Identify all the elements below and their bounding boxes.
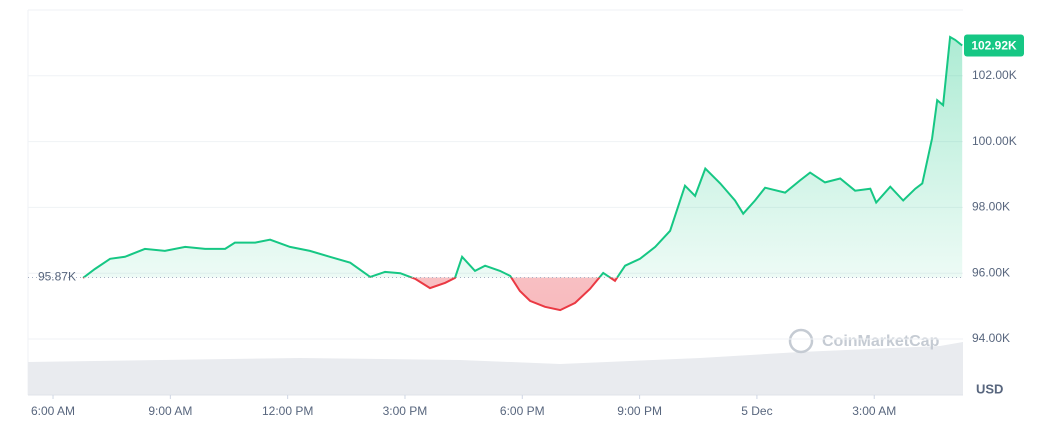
y-tick-label: 102.00K (972, 68, 1017, 82)
area-up (83, 37, 963, 278)
price-tag (964, 34, 1024, 57)
watermark: CoinMarketCap (822, 333, 940, 350)
x-tick-label: 3:00 AM (852, 404, 896, 418)
watermark-group: CoinMarketCap (788, 328, 940, 354)
y-tick-label: 100.00K (972, 134, 1017, 148)
x-tick-label: 12:00 PM (262, 404, 313, 418)
unit-label: USD (976, 381, 1003, 396)
y-tick-label: 98.00K (972, 200, 1010, 214)
x-tick-label: 3:00 PM (383, 404, 428, 418)
line-up (82, 35, 963, 278)
x-tick-label: 9:00 PM (617, 404, 662, 418)
x-tick-label: 9:00 AM (148, 404, 192, 418)
y-tick-label: 96.00K (972, 265, 1010, 279)
watermark-logo (788, 328, 814, 354)
volume-area (28, 342, 963, 395)
area-down (83, 277, 963, 311)
x-tick-label: 6:00 PM (500, 404, 545, 418)
x-tick-label: 6:00 AM (31, 404, 75, 418)
y-tick-label: 94.00K (972, 331, 1010, 345)
line-down (82, 277, 619, 312)
baseline-label: 95.87K (38, 270, 76, 284)
x-tick-label: 5 Dec (741, 404, 772, 418)
price-tag-label: 102.92K (971, 39, 1017, 53)
